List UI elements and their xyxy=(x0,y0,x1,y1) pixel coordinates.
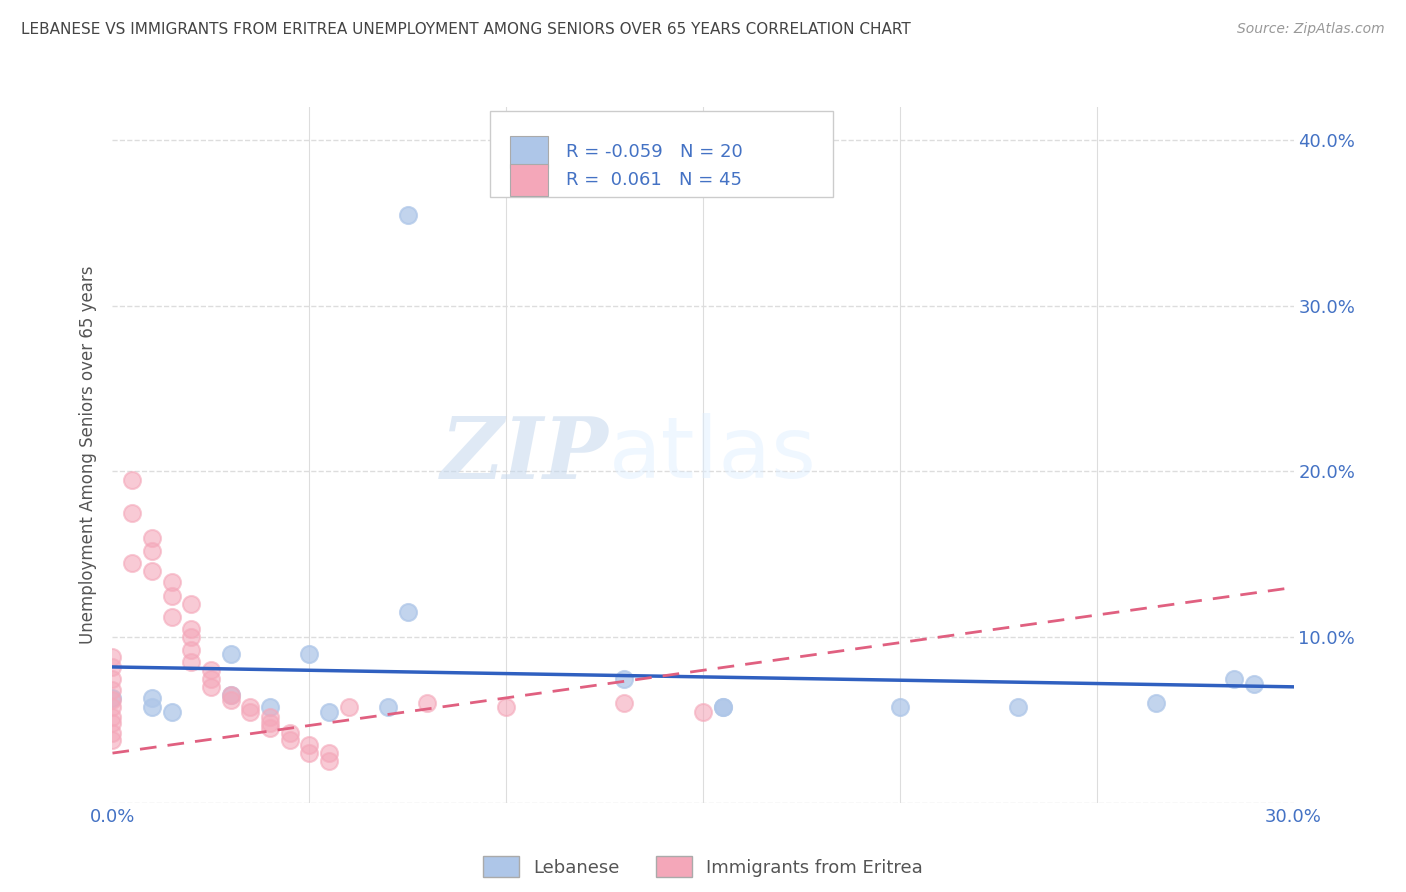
FancyBboxPatch shape xyxy=(491,111,832,197)
Point xyxy=(219,693,242,707)
Point xyxy=(200,672,222,686)
Point xyxy=(160,575,183,590)
Point xyxy=(101,693,124,707)
Point xyxy=(318,746,340,760)
Point xyxy=(495,699,517,714)
Point xyxy=(180,643,202,657)
Point xyxy=(141,564,163,578)
Point xyxy=(278,732,301,747)
Text: R =  0.061   N = 45: R = 0.061 N = 45 xyxy=(567,171,742,189)
Point xyxy=(121,556,143,570)
Point xyxy=(396,605,419,619)
Point xyxy=(1223,672,1246,686)
Point xyxy=(101,726,124,740)
Point xyxy=(101,660,124,674)
Point xyxy=(180,622,202,636)
Point xyxy=(101,716,124,731)
Text: ZIP: ZIP xyxy=(440,413,609,497)
Point xyxy=(377,699,399,714)
Point xyxy=(101,650,124,665)
Point xyxy=(180,630,202,644)
Point xyxy=(200,680,222,694)
Point xyxy=(239,699,262,714)
Point xyxy=(121,506,143,520)
Point xyxy=(121,473,143,487)
Point xyxy=(259,699,281,714)
Point xyxy=(101,691,124,706)
Text: atlas: atlas xyxy=(609,413,817,497)
Point xyxy=(298,738,321,752)
Point xyxy=(278,726,301,740)
Point xyxy=(141,691,163,706)
Point xyxy=(141,699,163,714)
Point xyxy=(200,663,222,677)
Y-axis label: Unemployment Among Seniors over 65 years: Unemployment Among Seniors over 65 years xyxy=(79,266,97,644)
Text: Source: ZipAtlas.com: Source: ZipAtlas.com xyxy=(1237,22,1385,37)
Point xyxy=(180,655,202,669)
Point xyxy=(180,597,202,611)
FancyBboxPatch shape xyxy=(510,164,548,195)
Point xyxy=(259,716,281,731)
Point xyxy=(160,610,183,624)
Legend: Lebanese, Immigrants from Eritrea: Lebanese, Immigrants from Eritrea xyxy=(475,849,931,884)
Point xyxy=(298,746,321,760)
Point xyxy=(711,699,734,714)
Point xyxy=(889,699,911,714)
Point xyxy=(101,709,124,723)
Point xyxy=(141,544,163,558)
Point xyxy=(613,697,636,711)
Point xyxy=(298,647,321,661)
Point xyxy=(101,683,124,698)
Point xyxy=(1007,699,1029,714)
Text: R = -0.059   N = 20: R = -0.059 N = 20 xyxy=(567,143,742,161)
Point xyxy=(1243,676,1265,690)
Point xyxy=(101,699,124,714)
Point xyxy=(692,705,714,719)
Point xyxy=(141,531,163,545)
Point xyxy=(219,647,242,661)
Point xyxy=(101,672,124,686)
Point xyxy=(396,208,419,222)
Text: LEBANESE VS IMMIGRANTS FROM ERITREA UNEMPLOYMENT AMONG SENIORS OVER 65 YEARS COR: LEBANESE VS IMMIGRANTS FROM ERITREA UNEM… xyxy=(21,22,911,37)
Point xyxy=(239,705,262,719)
Point xyxy=(1144,697,1167,711)
Point xyxy=(160,589,183,603)
Point xyxy=(101,732,124,747)
Point xyxy=(711,699,734,714)
Point xyxy=(337,699,360,714)
Point xyxy=(318,755,340,769)
Point xyxy=(219,688,242,702)
Point xyxy=(318,705,340,719)
Point xyxy=(259,721,281,735)
Point xyxy=(259,709,281,723)
Point xyxy=(416,697,439,711)
Point xyxy=(613,672,636,686)
Point xyxy=(160,705,183,719)
FancyBboxPatch shape xyxy=(510,136,548,168)
Point xyxy=(219,688,242,702)
